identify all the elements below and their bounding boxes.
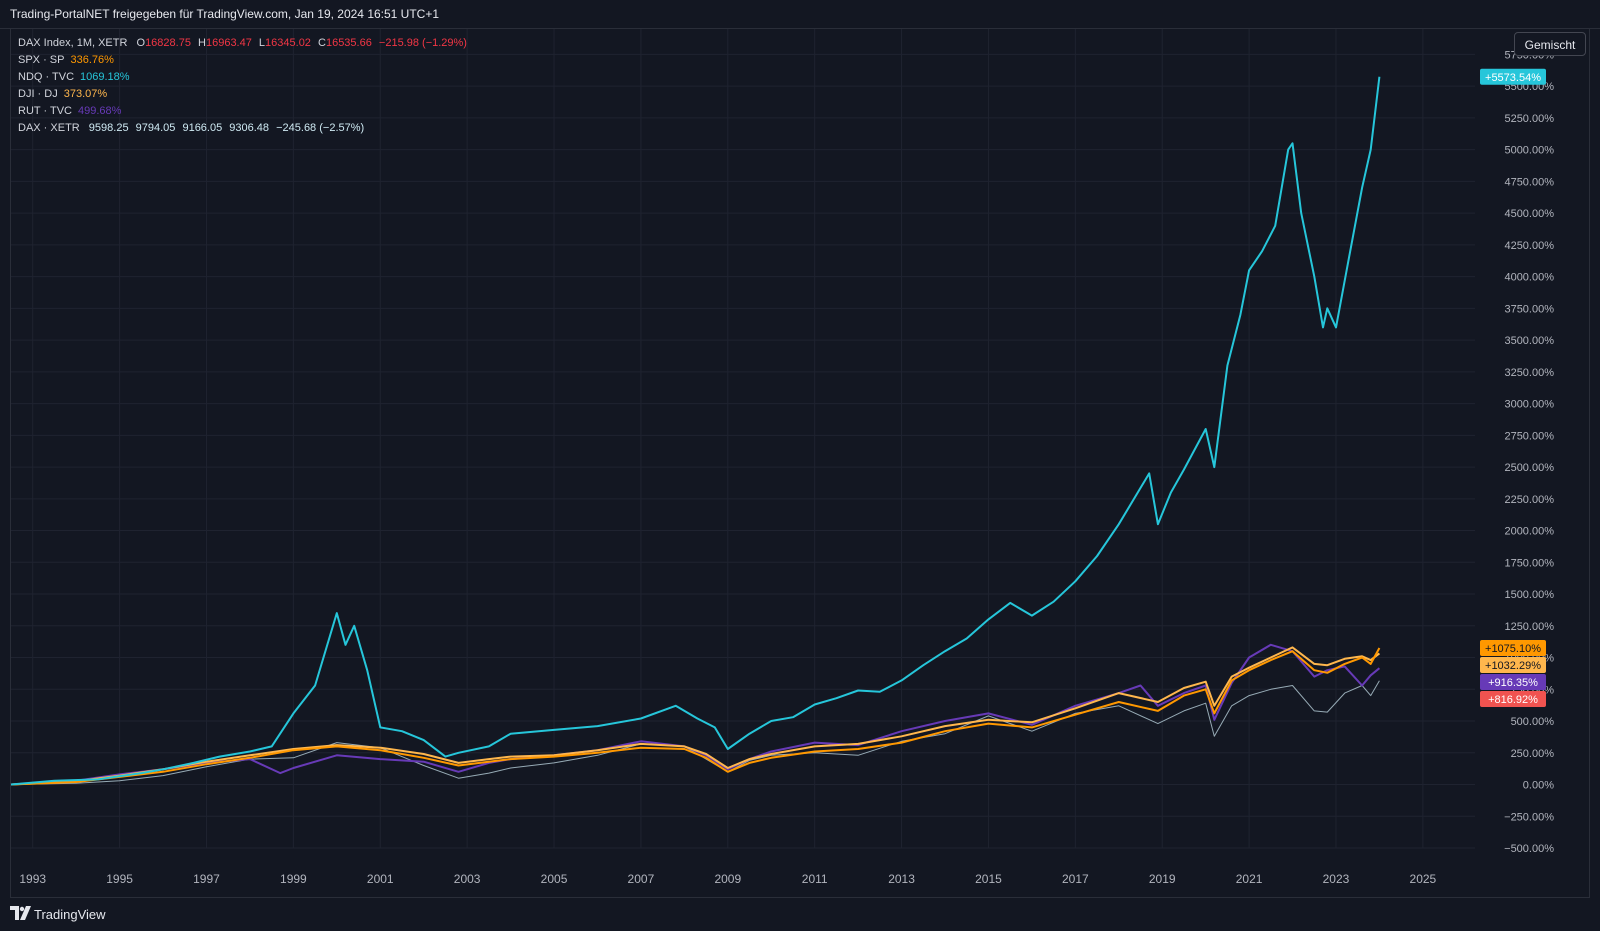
x-tick-label: 2003 bbox=[454, 872, 481, 886]
x-tick-label: 1993 bbox=[19, 872, 46, 886]
last-value-tag-text: +816.92% bbox=[1488, 694, 1538, 706]
last-value-tag: +916.35% bbox=[1480, 673, 1546, 690]
y-tick-label: 3250.00% bbox=[1504, 367, 1554, 379]
chart-legend: DAX Index, 1M, XETR O16828.75 H16963.47 … bbox=[18, 35, 471, 137]
legend-symbol-ndq: NDQ · TVC bbox=[18, 71, 75, 83]
last-value-tag-text: +5573.54% bbox=[1485, 72, 1541, 84]
legend-row-dji[interactable]: DJI · DJ 373.07% bbox=[18, 86, 471, 103]
legend-row-dax-xetr[interactable]: DAX · XETR 9598.25 9794.05 9166.05 9306.… bbox=[18, 120, 471, 137]
last-value-tag-bg bbox=[1480, 673, 1546, 690]
series-line[interactable] bbox=[10, 646, 1381, 786]
y-tick-label: 500.00% bbox=[1511, 716, 1555, 728]
y-tick-label: 5250.00% bbox=[1504, 113, 1554, 125]
legend-symbol-rut: RUT · TVC bbox=[18, 105, 72, 117]
x-tick-label: 2009 bbox=[714, 872, 741, 886]
last-value-tag-bg bbox=[1480, 656, 1546, 673]
x-tick-label: 2019 bbox=[1149, 872, 1176, 886]
last-value-tag-bg bbox=[1480, 68, 1546, 85]
legend-low-value: 16345.02 bbox=[265, 37, 311, 49]
y-tick-label: 4750.00% bbox=[1504, 176, 1554, 188]
chart-header-title: Trading-PortalNET freigegeben für Tradin… bbox=[10, 7, 440, 21]
legend-high-value: 16963.47 bbox=[205, 37, 252, 49]
y-tick-label: 3750.00% bbox=[1504, 303, 1554, 315]
legend-symbol-dax: DAX · XETR bbox=[18, 122, 80, 134]
x-tick-label: 1997 bbox=[193, 872, 220, 886]
last-value-tag-text: +1075.10% bbox=[1485, 643, 1541, 655]
series-line[interactable] bbox=[10, 647, 1381, 786]
x-tick-label: 2013 bbox=[888, 872, 915, 886]
legend-symbol-spx: SPX · SP bbox=[18, 54, 65, 66]
legend-row-ndq[interactable]: NDQ · TVC 1069.18% bbox=[18, 69, 471, 86]
y-tick-label: 4250.00% bbox=[1504, 240, 1554, 252]
legend-dax-close: 9306.48 bbox=[229, 122, 270, 134]
last-value-tag-text: +916.35% bbox=[1488, 677, 1538, 689]
tradingview-logo-icon bbox=[10, 906, 31, 920]
y-tick-label: 2250.00% bbox=[1504, 494, 1554, 506]
x-tick-label: 2011 bbox=[802, 872, 828, 886]
legend-main-symbol: DAX Index, 1M, XETR bbox=[18, 37, 128, 49]
x-tick-label: 1995 bbox=[106, 872, 133, 886]
y-tick-label: 3000.00% bbox=[1504, 399, 1554, 411]
legend-value-ndq: 1069.18% bbox=[80, 71, 130, 83]
legend-dax-high: 9794.05 bbox=[135, 122, 176, 134]
y-tick-label: 2750.00% bbox=[1504, 430, 1554, 442]
x-tick-label: 2017 bbox=[1062, 872, 1089, 886]
x-tick-label: 2025 bbox=[1410, 872, 1437, 886]
y-tick-label: 4500.00% bbox=[1504, 208, 1554, 220]
scale-mode-button[interactable]: Gemischt bbox=[1514, 32, 1586, 56]
last-value-tag: +1075.10% bbox=[1480, 639, 1546, 656]
legend-change-value: −215.98 (−1.29%) bbox=[378, 37, 467, 49]
last-value-tag-text: +1032.29% bbox=[1485, 660, 1541, 672]
y-tick-label: 1250.00% bbox=[1504, 621, 1554, 633]
y-tick-label: −250.00% bbox=[1504, 811, 1554, 823]
legend-open-label: O bbox=[136, 37, 146, 49]
legend-high-label: H bbox=[198, 37, 206, 49]
legend-row-spx[interactable]: SPX · SP 336.76% bbox=[18, 52, 471, 69]
legend-row-dax-index[interactable]: DAX Index, 1M, XETR O16828.75 H16963.47 … bbox=[18, 35, 471, 52]
legend-open-value: 16828.75 bbox=[145, 37, 191, 49]
y-tick-label: 4000.00% bbox=[1504, 272, 1554, 284]
grid-lines bbox=[11, 29, 1475, 849]
legend-dax-change: −245.68 (−2.57%) bbox=[276, 122, 365, 134]
y-tick-label: 5000.00% bbox=[1504, 145, 1554, 157]
legend-value-rut: 499.68% bbox=[78, 105, 122, 117]
legend-close-label: C bbox=[318, 37, 326, 49]
legend-row-rut[interactable]: RUT · TVC 499.68% bbox=[18, 103, 471, 120]
last-value-tag: +816.92% bbox=[1480, 690, 1546, 707]
series-line[interactable] bbox=[10, 680, 1380, 785]
y-tick-label: 1500.00% bbox=[1504, 589, 1554, 601]
legend-low-label: L bbox=[258, 37, 266, 49]
x-tick-label: 2023 bbox=[1323, 872, 1350, 886]
legend-close-value: 16535.66 bbox=[325, 37, 372, 49]
series-line[interactable] bbox=[10, 643, 1381, 786]
legend-dax-low: 9166.05 bbox=[182, 122, 223, 134]
tradingview-logo[interactable]: TradingView bbox=[10, 906, 106, 925]
last-value-tag: +5573.54% bbox=[1480, 68, 1546, 85]
series-line[interactable] bbox=[10, 76, 1381, 786]
y-tick-label: 1750.00% bbox=[1504, 557, 1554, 569]
legend-value-spx: 336.76% bbox=[70, 54, 114, 66]
y-tick-label: 2000.00% bbox=[1504, 526, 1554, 538]
legend-value-dji: 373.07% bbox=[63, 88, 108, 100]
last-value-tag-bg bbox=[1480, 639, 1546, 656]
legend-dax-open: 9598.25 bbox=[88, 122, 129, 134]
y-tick-label: 0.00% bbox=[1523, 780, 1554, 792]
legend-symbol-dji: DJI · DJ bbox=[18, 88, 58, 100]
x-tick-label: 2005 bbox=[541, 872, 568, 886]
y-tick-label: 3500.00% bbox=[1504, 335, 1554, 347]
y-tick-label: 2500.00% bbox=[1504, 462, 1554, 474]
footer-brand: TradingView bbox=[34, 907, 106, 922]
footer-bar: TradingView bbox=[0, 899, 1600, 931]
chart-frame bbox=[10, 28, 1590, 898]
y-tick-label: −500.00% bbox=[1504, 843, 1554, 855]
x-tick-label: 2021 bbox=[1236, 872, 1263, 886]
x-tick-label: 2001 bbox=[367, 872, 394, 886]
last-value-tag: +1032.29% bbox=[1480, 656, 1546, 673]
x-tick-label: 2007 bbox=[628, 872, 655, 886]
y-tick-label: 250.00% bbox=[1511, 748, 1555, 760]
last-value-tag-bg bbox=[1480, 690, 1546, 707]
x-tick-label: 1999 bbox=[280, 872, 307, 886]
x-tick-label: 2015 bbox=[975, 872, 1002, 886]
